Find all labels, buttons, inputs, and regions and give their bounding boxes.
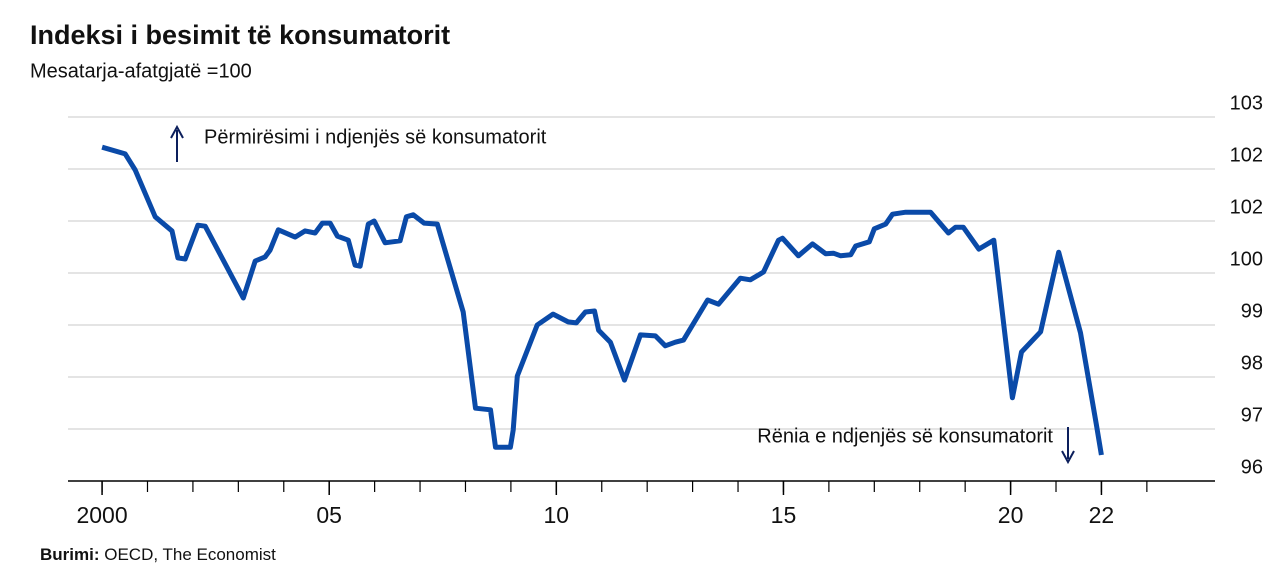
x-tick-label: 22 (1089, 502, 1115, 528)
data-line (101, 144, 1104, 456)
y-tick-label: 100 (1230, 248, 1263, 270)
annotation: Përmirësimi i ndjenjës së konsumatorit (204, 126, 547, 148)
source-label: Burimi: (40, 545, 100, 564)
y-tick-label: 102 (1230, 196, 1263, 218)
source-text: OECD, The Economist (104, 545, 276, 564)
y-tick-label: 103 (1230, 92, 1263, 114)
source: Burimi: OECD, The Economist (40, 545, 276, 564)
arrow-down (1061, 427, 1075, 465)
x-tick-label: 2000 (76, 502, 127, 528)
y-tick-label: 99 (1241, 300, 1263, 322)
y-tick-label: 102 (1230, 144, 1263, 166)
annotation: Rënia e ndjenjës së konsumatorit (757, 425, 1053, 447)
y-tick-label: 98 (1241, 352, 1263, 374)
y-tick-label: 97 (1241, 404, 1263, 426)
x-tick-label: 15 (771, 502, 797, 528)
x-tick-label: 20 (998, 502, 1024, 528)
chart-title: Indeksi i besimit të konsumatorit (30, 20, 450, 50)
arrow-up (170, 124, 184, 162)
chart-subtitle: Mesatarja-afatgjatë =100 (30, 60, 252, 82)
x-tick-label: 05 (316, 502, 342, 528)
x-tick-label: 10 (544, 502, 570, 528)
y-tick-label: 96 (1241, 456, 1263, 478)
